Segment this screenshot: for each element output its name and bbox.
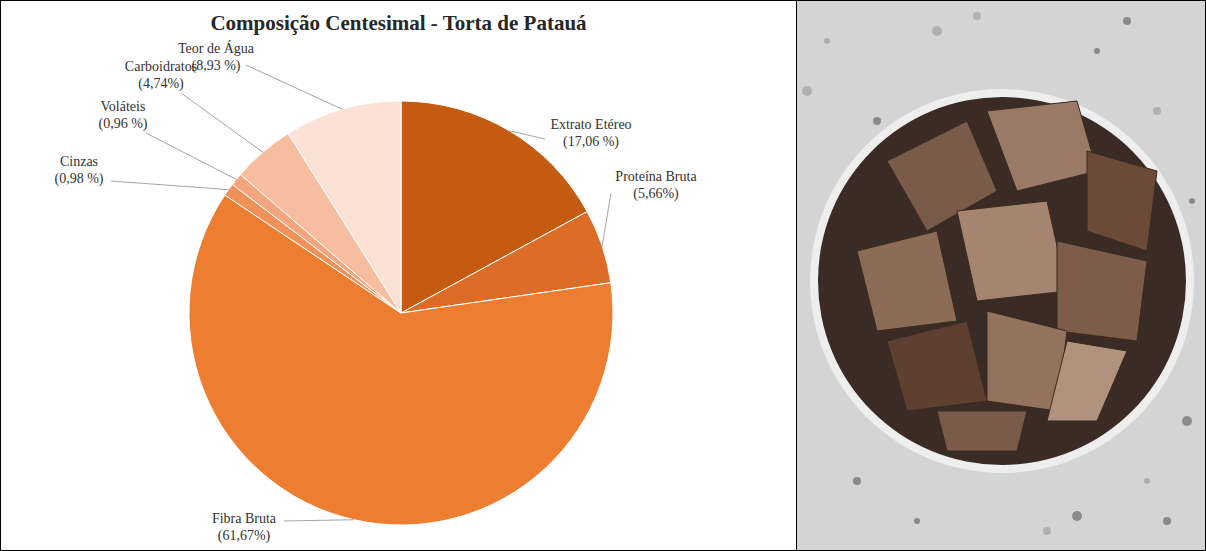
svg-text:Fibra Bruta(61,67%): Fibra Bruta(61,67%) <box>212 511 277 544</box>
html-text:Composição Centesimal - Torta: Composição Centesimal - Torta de Patauá <box>210 11 587 35</box>
svg-text:Teor de Água(8,93 %): Teor de Água(8,93 %) <box>178 40 255 74</box>
svg-text:Cinzas(0,98 %): Cinzas(0,98 %) <box>55 154 104 187</box>
svg-text:Carboidratos(4,74%): Carboidratos(4,74%) <box>125 59 197 92</box>
svg-text:Voláteis(0,96 %): Voláteis(0,96 %) <box>99 99 148 132</box>
svg-text:Proteína Bruta(5,66%): Proteína Bruta(5,66%) <box>615 169 697 202</box>
svg-text:Extrato Etéreo(17,06 %): Extrato Etéreo(17,06 %) <box>550 117 631 150</box>
